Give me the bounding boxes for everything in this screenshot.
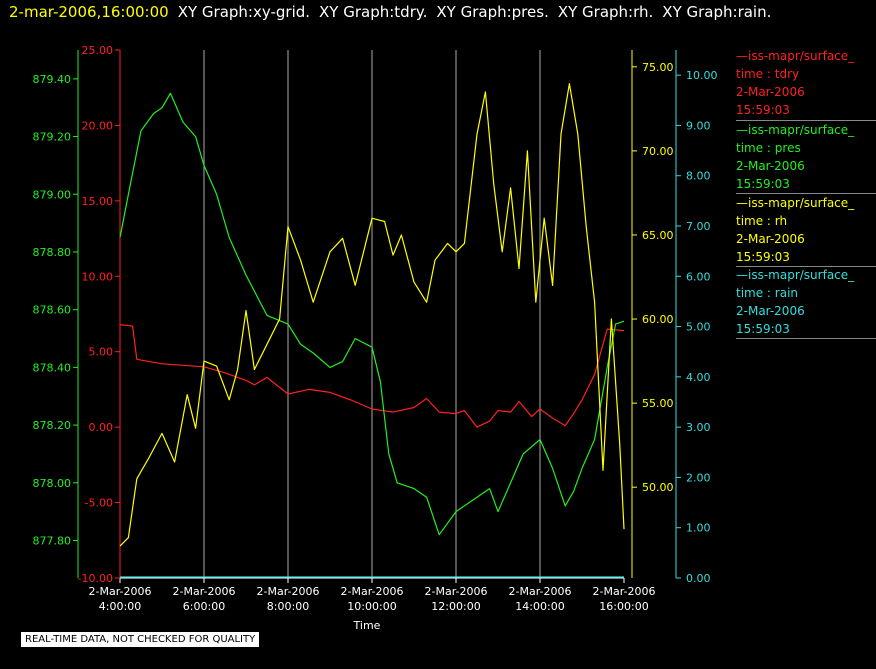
x-tick-time: 4:00:00 <box>99 600 141 613</box>
header-item-pres[interactable]: XY Graph:pres. <box>436 3 549 21</box>
legend-time: 15:59:03 <box>736 177 790 191</box>
tdry-tick-label: 15.00 <box>82 195 114 208</box>
rh-tick-label: 75.00 <box>642 61 674 74</box>
xy-graph: 2-Mar-2006 4:00:00 2-Mar-2006 6:00:00 2-Mar-… <box>33 44 718 632</box>
header-item-rh[interactable]: XY Graph:rh. <box>557 3 654 21</box>
pres-tick-label: 879.40 <box>33 73 72 86</box>
series-pres-line <box>119 92 625 536</box>
tdry-tick-label: -5.00 <box>85 497 113 510</box>
header-item-rain[interactable]: XY Graph:rain. <box>662 3 772 21</box>
header-item-xy-grid[interactable]: XY Graph:xy-grid. <box>177 3 311 21</box>
pres-tick-label: 879.20 <box>33 131 72 144</box>
rain-tick-label: 2.00 <box>686 471 711 484</box>
x-tick-date: 2-Mar-2006 <box>593 585 656 598</box>
legend-source: —iss-mapr/surface_ <box>736 123 855 137</box>
rain-tick-label: 6.00 <box>686 270 711 283</box>
tdry-tick-label: -10.00 <box>78 572 113 585</box>
quality-disclaimer: REAL-TIME DATA, NOT CHECKED FOR QUALITY <box>20 631 261 648</box>
pres-tick-label: 878.60 <box>33 304 72 317</box>
pres-tick-label: 879.00 <box>33 188 72 201</box>
x-tick-date: 2-Mar-2006 <box>509 585 572 598</box>
rain-tick-label: 7.00 <box>686 220 711 233</box>
pres-tick-label: 877.80 <box>33 534 72 547</box>
header-item-tdry[interactable]: XY Graph:tdry. <box>319 3 428 21</box>
legend-time: 15:59:03 <box>736 103 790 117</box>
legend-source: —iss-mapr/surface_ <box>736 196 855 210</box>
legend-date: 2-Mar-2006 <box>736 232 805 246</box>
x-tick-time: 6:00:00 <box>183 600 225 613</box>
rh-tick-label: 65.00 <box>642 229 674 242</box>
x-tick-time: 10:00:00 <box>347 600 396 613</box>
x-tick-date: 2-Mar-2006 <box>173 585 236 598</box>
legend-variable: time : rh <box>736 214 788 228</box>
rain-tick-label: 8.00 <box>686 170 711 183</box>
x-tick-time: 14:00:00 <box>515 600 564 613</box>
legend-time: 15:59:03 <box>736 250 790 264</box>
legend-source: —iss-mapr/surface_ <box>736 49 855 63</box>
legend-date: 2-Mar-2006 <box>736 85 805 99</box>
series-rh-line <box>119 82 625 547</box>
x-tick-time: 16:00:00 <box>599 600 648 613</box>
rh-tick-label: 70.00 <box>642 145 674 158</box>
legend-variable: time : tdry <box>736 67 800 81</box>
x-tick-time: 8:00:00 <box>267 600 309 613</box>
legend-source: —iss-mapr/surface_ <box>736 268 855 282</box>
legend-entry-tdry: —iss-mapr/surface_ time : tdry 2-Mar-200… <box>736 47 876 119</box>
rh-tick-label: 50.00 <box>642 481 674 494</box>
legend-entry-pres: —iss-mapr/surface_ time : pres 2-Mar-200… <box>736 121 876 193</box>
rh-tick-label: 60.00 <box>642 313 674 326</box>
legend-divider <box>736 338 876 339</box>
pres-tick-label: 878.80 <box>33 246 72 259</box>
rain-tick-label: 10.00 <box>686 69 718 82</box>
rain-tick-label: 9.00 <box>686 119 711 132</box>
pres-tick-label: 878.40 <box>33 361 72 374</box>
tdry-tick-label: 5.00 <box>89 346 114 359</box>
legend-date: 2-Mar-2006 <box>736 159 805 173</box>
pres-tick-label: 878.00 <box>33 477 72 490</box>
legend-divider <box>736 193 876 194</box>
legend-entry-rh: —iss-mapr/surface_ time : rh 2-Mar-2006 … <box>736 194 876 266</box>
legend-date: 2-Mar-2006 <box>736 304 805 318</box>
pres-tick-label: 878.20 <box>33 419 72 432</box>
header-bar: 2-mar-2006,16:00:00 XY Graph:xy-grid. XY G… <box>9 3 771 21</box>
legend-entry-rain: —iss-mapr/surface_ time : rain 2-Mar-200… <box>736 266 876 338</box>
x-tick-date: 2-Mar-2006 <box>89 585 152 598</box>
tdry-tick-label: 20.00 <box>82 119 114 132</box>
legend-variable: time : pres <box>736 141 801 155</box>
x-tick-time: 12:00:00 <box>431 600 480 613</box>
tdry-tick-label: 10.00 <box>82 270 114 283</box>
x-axis-label: Time <box>353 619 381 632</box>
x-tick-date: 2-Mar-2006 <box>425 585 488 598</box>
rain-tick-label: 5.00 <box>686 321 711 334</box>
legend-variable: time : rain <box>736 286 799 300</box>
rain-tick-label: 3.00 <box>686 421 711 434</box>
rh-tick-label: 55.00 <box>642 397 674 410</box>
x-tick-date: 2-Mar-2006 <box>341 585 404 598</box>
tdry-tick-label: 25.00 <box>82 44 114 57</box>
rain-tick-label: 4.00 <box>686 371 711 384</box>
legend-divider <box>736 120 876 121</box>
tdry-tick-label: 0.00 <box>89 421 114 434</box>
legend-divider <box>736 266 876 267</box>
x-tick-date: 2-Mar-2006 <box>257 585 320 598</box>
header-time: 2-mar-2006,16:00:00 <box>9 3 169 21</box>
rain-tick-label: 1.00 <box>686 522 711 535</box>
rain-tick-label: 0.00 <box>686 572 711 585</box>
legend-time: 15:59:03 <box>736 322 790 336</box>
